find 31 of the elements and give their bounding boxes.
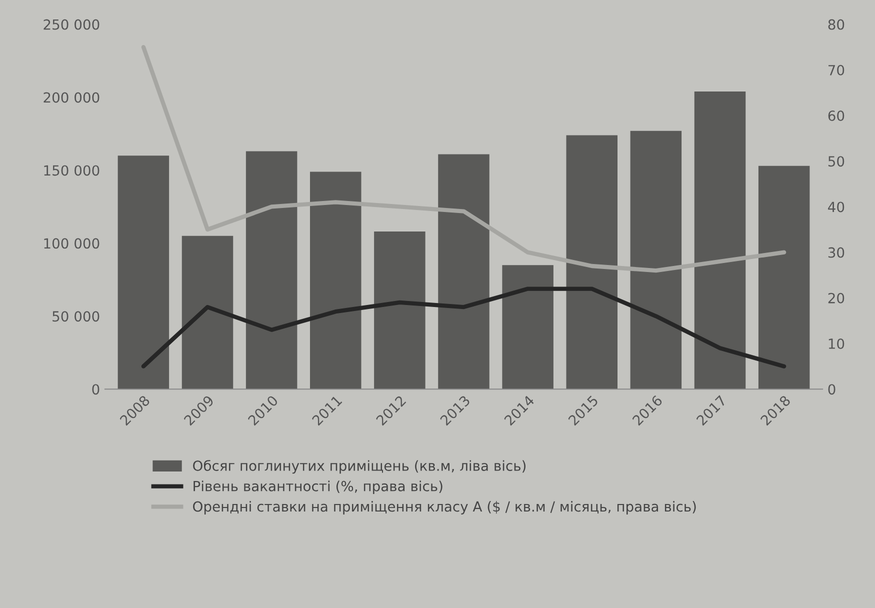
y-tick-label: 50 000 [52,311,100,322]
y2-tick-label: 30 [828,247,844,258]
bar [502,265,554,390]
y-tick-label: 250 000 [44,19,100,30]
bar [182,236,234,390]
y2-tick-label: 60 [828,110,844,121]
y-tick-label: 150 000 [44,165,100,176]
y2-tick-label: 80 [828,19,844,30]
line-series [141,286,786,368]
y2-tick-label: 50 [828,156,844,167]
bar [694,91,746,390]
legend-label: Обсяг поглинутих приміщень (кв.м, ліва вісь) [193,460,526,474]
bar [758,166,810,390]
bar [438,154,490,390]
bar [118,156,170,390]
y2-tick-label: 70 [828,64,844,76]
y2-tick-label: 0 [828,384,836,395]
bar [566,135,618,390]
y-tick-label: 100 000 [44,238,100,249]
legend-label: Орендні ставки на приміщення класу А ($ / кв.м / місяць, права вісь) [193,500,696,514]
legend-label: Рівень вакантності (%, права вісь) [194,480,442,494]
y2-tick-label: 40 [828,202,844,212]
y2-tick-label: 20 [828,292,844,304]
y2-tick-label: 10 [828,338,844,349]
bar [310,172,362,390]
line-series [141,45,786,273]
bar [630,130,682,390]
bar [246,151,298,390]
bar [374,232,426,390]
y-tick-label: 0 [92,384,100,395]
y-tick-label: 200 000 [44,92,100,103]
